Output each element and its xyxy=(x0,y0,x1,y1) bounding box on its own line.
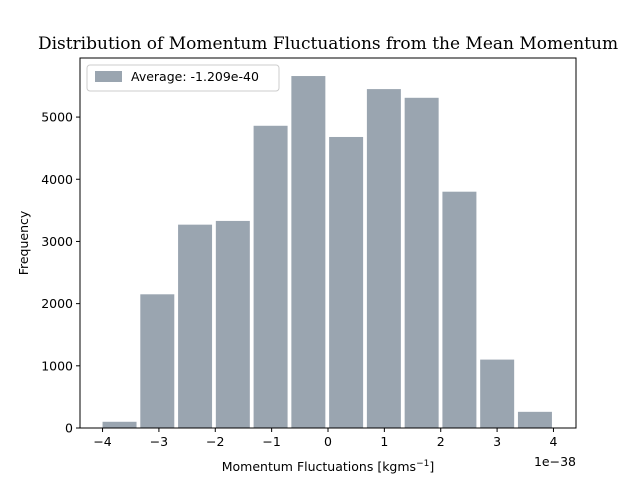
x-axis-label-exponent: −1 xyxy=(416,459,429,469)
y-tick-label: 4000 xyxy=(41,172,73,187)
x-tick-label: −1 xyxy=(262,434,280,449)
x-tick-label: −2 xyxy=(206,434,224,449)
histogram-bar xyxy=(140,294,175,428)
histogram-bar xyxy=(253,125,288,429)
legend: Average: -1.209e-40 xyxy=(86,64,280,92)
x-axis-offset-label: 1e−38 xyxy=(534,454,576,469)
y-axis-ticks: 0 1000 2000 3000 4000 5000 xyxy=(41,110,80,436)
y-tick-label: 5000 xyxy=(41,110,73,125)
x-tick-label: 0 xyxy=(324,434,332,449)
x-tick-label: 2 xyxy=(437,434,445,449)
histogram-bar xyxy=(291,76,326,428)
histogram-bar xyxy=(102,421,137,428)
x-axis-label-close: ] xyxy=(429,459,434,474)
x-tick-label: 4 xyxy=(549,434,557,449)
histogram-bar xyxy=(366,89,401,428)
y-tick-label: 1000 xyxy=(41,358,73,373)
y-tick-label: 3000 xyxy=(41,234,73,249)
y-tick-label: 2000 xyxy=(41,296,73,311)
histogram-bar xyxy=(404,97,439,429)
histogram-bar xyxy=(329,136,364,428)
bar-group xyxy=(102,76,552,429)
x-axis-label: Momentum Fluctuations [kgms−1] xyxy=(222,459,434,474)
x-axis-ticks: −4 −3 −2 −1 0 1 2 3 4 xyxy=(93,428,557,449)
legend-label: Average: -1.209e-40 xyxy=(131,69,259,84)
x-tick-label: −4 xyxy=(93,434,111,449)
legend-box xyxy=(86,64,280,92)
histogram-bar xyxy=(480,359,515,428)
chart-title: Distribution of Momentum Fluctuations fr… xyxy=(38,34,618,54)
x-tick-label: 1 xyxy=(380,434,388,449)
histogram-bar xyxy=(442,191,477,428)
y-axis-label: Frequency xyxy=(16,210,31,275)
y-tick-label: 0 xyxy=(65,421,73,436)
histogram-bar xyxy=(215,220,250,428)
histogram-bar xyxy=(517,411,552,428)
histogram-bar xyxy=(178,224,213,428)
x-tick-label: −3 xyxy=(150,434,168,449)
legend-swatch xyxy=(95,71,122,82)
x-tick-label: 3 xyxy=(493,434,501,449)
